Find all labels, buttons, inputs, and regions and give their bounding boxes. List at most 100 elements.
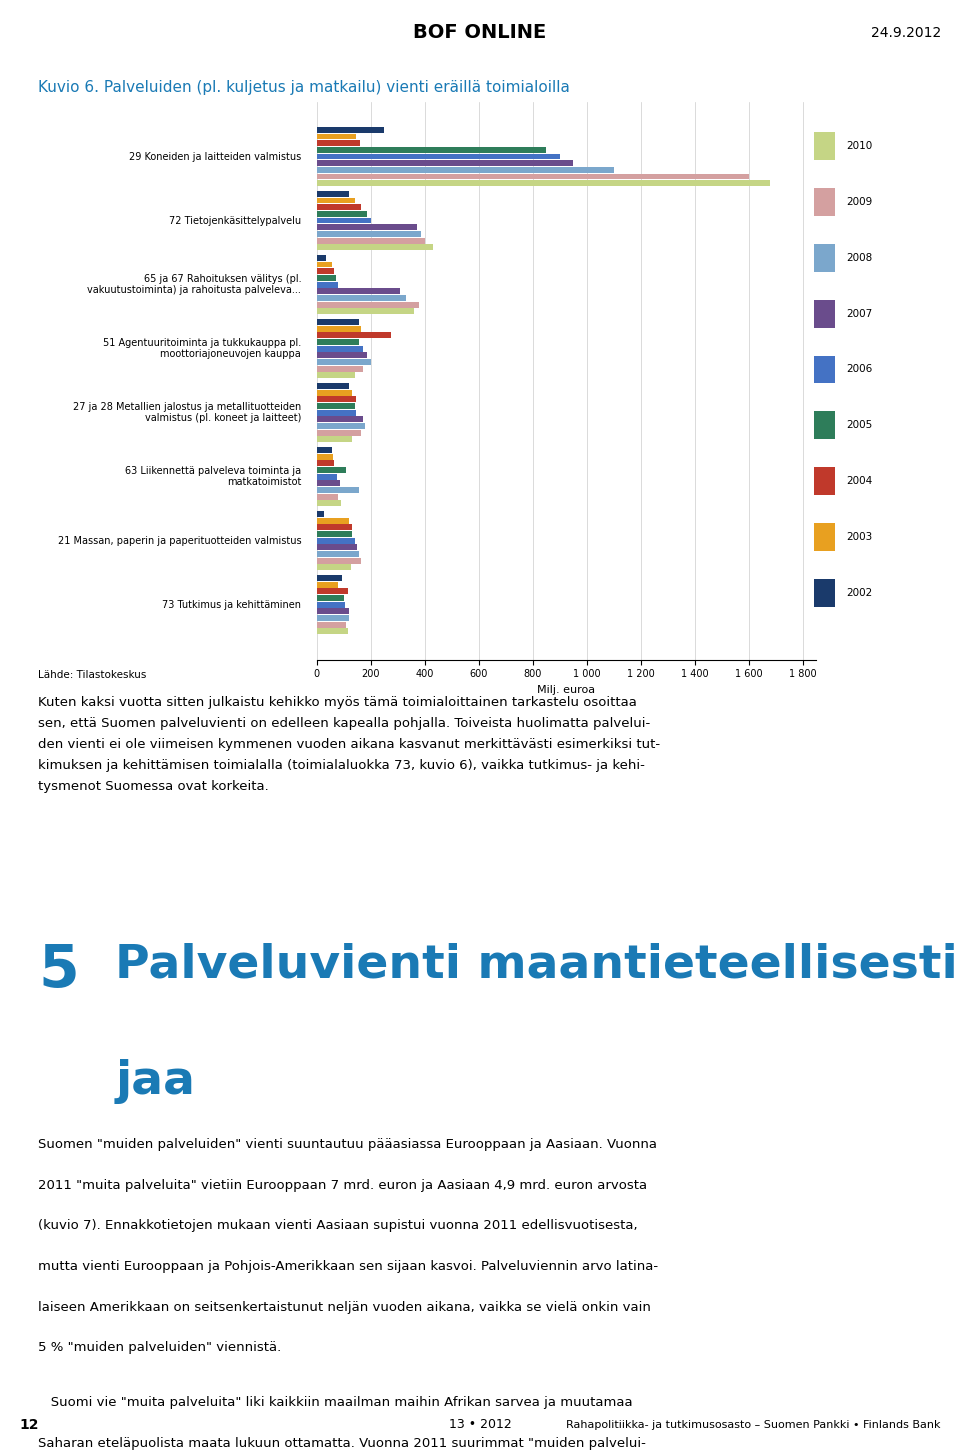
Bar [317,326,361,332]
Text: Saharan eteläpuolista maata lukuun ottamatta. Vuonna 2011 suurimmat "muiden palv: Saharan eteläpuolista maata lukuun ottam… [38,1437,646,1450]
Bar [317,360,371,365]
Text: 2003: 2003 [847,532,873,542]
FancyBboxPatch shape [814,244,835,271]
Text: 24.9.2012: 24.9.2012 [871,26,941,39]
Bar [317,141,360,146]
Bar [317,474,337,480]
Text: (kuvio 7). Ennakkotietojen mukaan vienti Aasiaan supistui vuonna 2011 edellisvuo: (kuvio 7). Ennakkotietojen mukaan vienti… [38,1219,638,1232]
Bar [317,447,331,452]
Bar [317,161,573,167]
FancyBboxPatch shape [814,355,835,383]
Bar [317,373,354,378]
Bar [317,133,356,139]
Text: 5 % "muiden palveluiden" viennistä.: 5 % "muiden palveluiden" viennistä. [38,1341,281,1354]
Text: mutta vienti Eurooppaan ja Pohjois-Amerikkaan sen sijaan kasvoi. Palveluviennin : mutta vienti Eurooppaan ja Pohjois-Ameri… [38,1260,659,1273]
Bar [317,261,331,267]
Bar [317,302,420,307]
Bar [317,525,352,531]
Bar [317,454,333,460]
Bar [317,339,359,345]
Text: jaa: jaa [115,1058,195,1103]
Bar [317,558,361,564]
Bar [317,544,357,551]
Bar [317,231,420,236]
Bar [317,180,770,186]
Text: 2007: 2007 [847,309,873,319]
Bar [317,531,352,536]
Text: 2011 "muita palveluita" vietiin Eurooppaan 7 mrd. euron ja Aasiaan 4,9 mrd. euro: 2011 "muita palveluita" vietiin Eurooppa… [38,1179,648,1192]
Text: Kuten kaksi vuotta sitten julkaistu kehikko myös tämä toimialoittainen tarkastel: Kuten kaksi vuotta sitten julkaistu kehi… [38,696,660,793]
Bar [317,332,391,338]
Text: Kuvio 6. Palveluiden (pl. kuljetus ja matkailu) vienti eräillä toimialoilla: Kuvio 6. Palveluiden (pl. kuljetus ja ma… [38,80,570,94]
Bar [317,174,749,180]
Bar [317,218,371,223]
FancyBboxPatch shape [814,523,835,551]
Bar [317,352,367,358]
Bar [317,255,326,261]
Bar [317,128,384,133]
Bar [317,225,417,231]
Text: 2005: 2005 [847,420,873,431]
Bar [317,154,560,160]
Bar [317,467,347,473]
Bar [317,319,359,325]
Bar [317,410,356,416]
Bar [317,615,349,621]
Text: 73 Tutkimus ja kehittäminen: 73 Tutkimus ja kehittäminen [162,600,301,610]
Bar [317,281,338,287]
Bar [317,551,359,557]
Bar [317,589,348,594]
Text: 12: 12 [19,1418,38,1431]
Text: Suomi vie "muita palveluita" liki kaikkiin maailman maihin Afrikan sarvea ja muu: Suomi vie "muita palveluita" liki kaikki… [38,1396,633,1409]
Bar [317,429,361,435]
Bar [317,396,356,402]
Text: 72 Tietojenkäsittelypalvelu: 72 Tietojenkäsittelypalvelu [169,216,301,226]
Bar [317,576,343,581]
FancyBboxPatch shape [814,412,835,439]
Text: 2004: 2004 [847,476,873,486]
Bar [317,500,341,506]
Text: 27 ja 28 Metallien jalostus ja metallituotteiden
valmistus (pl. koneet ja laitte: 27 ja 28 Metallien jalostus ja metallitu… [73,402,301,423]
Bar [317,276,336,281]
Text: 51 Agentuuritoiminta ja tukkukauppa pl.
moottoriajoneuvojen kauppa: 51 Agentuuritoiminta ja tukkukauppa pl. … [103,338,301,360]
Text: 29 Koneiden ja laitteiden valmistus: 29 Koneiden ja laitteiden valmistus [129,151,301,161]
Text: 63 Liikennettä palveleva toiminta ja
matkatoimistot: 63 Liikennettä palveleva toiminta ja mat… [125,465,301,487]
Bar [317,564,350,570]
Bar [317,480,340,486]
Bar [317,622,347,628]
FancyBboxPatch shape [814,300,835,328]
Bar [317,383,349,389]
Bar [317,581,338,587]
Bar [317,494,338,500]
Bar [317,609,348,615]
X-axis label: Milj. euroa: Milj. euroa [538,684,595,695]
Bar [317,289,400,294]
FancyBboxPatch shape [814,579,835,606]
Text: 65 ja 67 Rahoituksen välitys (pl.
vakuutustoiminta) ja rahoitusta palveleva...: 65 ja 67 Rahoituksen välitys (pl. vakuut… [87,274,301,296]
Text: 21 Massan, paperin ja paperituotteiden valmistus: 21 Massan, paperin ja paperituotteiden v… [58,535,301,545]
Bar [317,345,363,351]
Text: BOF ONLINE: BOF ONLINE [414,23,546,42]
Bar [317,436,352,442]
Bar [317,594,344,600]
FancyBboxPatch shape [814,188,835,216]
Bar [317,167,613,173]
Text: 2006: 2006 [847,364,873,374]
Bar [317,602,346,608]
Bar [317,518,349,523]
Bar [317,416,363,422]
Bar [317,403,354,409]
Text: 2010: 2010 [847,141,873,151]
Bar [317,238,424,244]
Text: Rahapolitiikka- ja tutkimusosasto – Suomen Pankki • Finlands Bank: Rahapolitiikka- ja tutkimusosasto – Suom… [566,1420,941,1430]
Text: laiseen Amerikkaan on seitsenkertaistunut neljän vuoden aikana, vaikka se vielä : laiseen Amerikkaan on seitsenkertaistunu… [38,1301,651,1314]
Text: 2002: 2002 [847,587,873,597]
Text: Palveluvienti maantieteellisesti laa-: Palveluvienti maantieteellisesti laa- [115,942,960,987]
Bar [317,390,352,396]
Text: 5: 5 [38,942,79,999]
Bar [317,191,349,197]
Bar [317,268,334,274]
Text: 13 • 2012: 13 • 2012 [448,1418,512,1431]
Bar [317,210,367,217]
Text: Suomen "muiden palveluiden" vienti suuntautuu pääasiassa Eurooppaan ja Aasiaan. : Suomen "muiden palveluiden" vienti suunt… [38,1138,658,1151]
